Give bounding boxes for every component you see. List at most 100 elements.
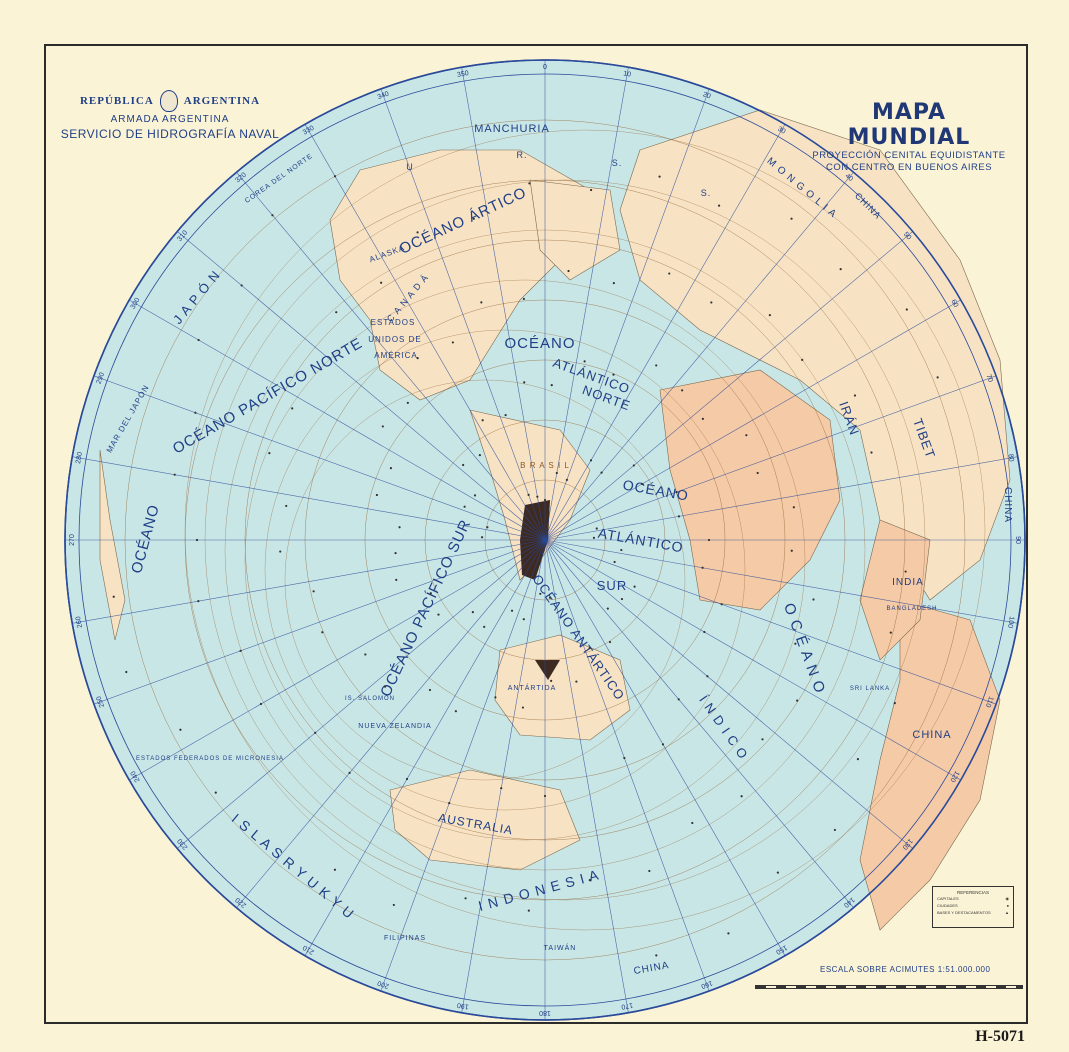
bearing-label-170: 170: [621, 1001, 634, 1010]
great-circle-1: [264, 329, 746, 811]
city-dot: [677, 698, 680, 701]
city-dot: [790, 549, 793, 552]
scale-bar: [755, 985, 1023, 989]
place-label-sri_lanka: SRI LANKA: [850, 686, 890, 692]
city-dot: [691, 821, 694, 825]
legend-row-bases: BASES Y DESTACAMENTOS ▲: [933, 909, 1013, 916]
city-dot: [523, 381, 526, 384]
city-dot: [333, 868, 337, 871]
city-dot: [464, 897, 467, 900]
place-label-urss_s1: S.: [612, 158, 623, 168]
city-dot: [197, 338, 200, 342]
city-dot: [589, 459, 593, 462]
argentina-text: ARGENTINA: [183, 95, 261, 107]
city-dot: [548, 596, 552, 599]
seal-emblem: [159, 90, 178, 112]
place-label-bangladesh: BANGLADESH: [886, 606, 937, 612]
city-dot: [480, 536, 484, 539]
city-dot: [522, 297, 526, 301]
city-dot: [761, 738, 764, 741]
city-dot: [812, 598, 815, 601]
place-label-oceano_atl_s3: SUR: [597, 578, 627, 593]
azimuth-line-200: [380, 539, 546, 992]
azimuth-line-170: [544, 539, 629, 1013]
city-dot: [348, 771, 351, 774]
city-dot: [335, 311, 338, 314]
city-dot: [510, 609, 514, 612]
city-dot: [428, 688, 432, 692]
city-dot: [179, 728, 182, 731]
great-circle-5: [184, 129, 986, 931]
azimuth-line-120: [544, 539, 961, 781]
bearing-label-240: 240: [130, 769, 142, 783]
bearing-label-350: 350: [457, 70, 470, 79]
city-dot: [314, 731, 317, 734]
azimuth-line-320: [236, 172, 546, 541]
azimuth-line-10: [544, 67, 629, 541]
legend-bases-label: BASES Y DESTACAMENTOS: [937, 910, 991, 915]
city-dot: [543, 498, 547, 502]
azimuth-line-130: [544, 539, 913, 849]
bearing-label-300: 300: [130, 297, 142, 311]
city-dot: [486, 526, 489, 529]
city-dot: [451, 341, 454, 344]
azimuth-line-330: [304, 124, 546, 541]
land-india: [859, 519, 931, 661]
city-dot: [380, 281, 383, 284]
city-dot: [701, 417, 704, 420]
azimuth-line-190: [461, 539, 546, 1013]
bearing-label-280: 280: [75, 451, 84, 464]
land-greenland: [529, 179, 621, 281]
city-dot: [550, 384, 553, 387]
center-text: CON CENTRO EN BUENOS AIRES: [825, 162, 993, 173]
city-dot: [543, 794, 547, 798]
city-dot: [612, 281, 615, 285]
place-label-urss_u: U: [406, 162, 414, 172]
city-dot: [717, 204, 721, 207]
city-dot: [612, 373, 615, 376]
city-dot: [240, 284, 243, 287]
city-dot: [429, 592, 432, 595]
city-dot: [462, 463, 465, 467]
city-dot: [454, 710, 457, 713]
city-dot: [796, 699, 799, 702]
city-dot: [677, 515, 681, 518]
city-dot: [623, 756, 626, 760]
land-africa: [659, 369, 841, 611]
city-dot: [794, 642, 797, 645]
city-dot: [195, 538, 199, 542]
city-dot: [494, 696, 497, 699]
place-label-filipinas: FILIPINAS: [384, 935, 426, 942]
city-dot: [197, 600, 200, 603]
bearing-label-200: 200: [377, 979, 390, 990]
chart-code: H-5071: [975, 1028, 1025, 1045]
city-dot: [675, 491, 678, 494]
projection-text: PROYECCIÓN CENITAL EQUIDISTANTE: [812, 150, 1006, 161]
legend-row-capitals: CAPITALES ◉: [933, 895, 1013, 902]
place-label-urss_s2: S.: [701, 188, 712, 198]
bearing-label-80: 80: [1006, 453, 1014, 462]
city-dot: [536, 495, 539, 498]
land-australia: [389, 769, 581, 871]
azimuth-line-210: [304, 539, 546, 956]
city-dot: [583, 360, 586, 363]
place-label-urss_r: R.: [517, 150, 528, 160]
bearing-label-180: 180: [539, 1009, 551, 1016]
city-dot: [853, 394, 857, 397]
argentine-antarctic-sector: [535, 660, 560, 680]
scale-label: ESCALA SOBRE ACIMUTES 1:51.000.000: [820, 965, 991, 974]
city-dot: [383, 685, 387, 688]
city-dot: [416, 357, 419, 360]
city-dot: [567, 269, 570, 273]
city-dot: [592, 536, 596, 539]
city-dot: [801, 358, 804, 361]
place-label-taiwan: TAIWÁN: [544, 943, 577, 952]
city-dot: [480, 301, 483, 304]
city-dot: [259, 702, 263, 706]
city-dot: [437, 613, 440, 616]
azimuth-line-60: [544, 299, 961, 541]
bearing-label-110: 110: [984, 695, 994, 708]
republica-text: REPÚBLICA: [79, 95, 154, 107]
bearing-label-260: 260: [75, 616, 84, 629]
